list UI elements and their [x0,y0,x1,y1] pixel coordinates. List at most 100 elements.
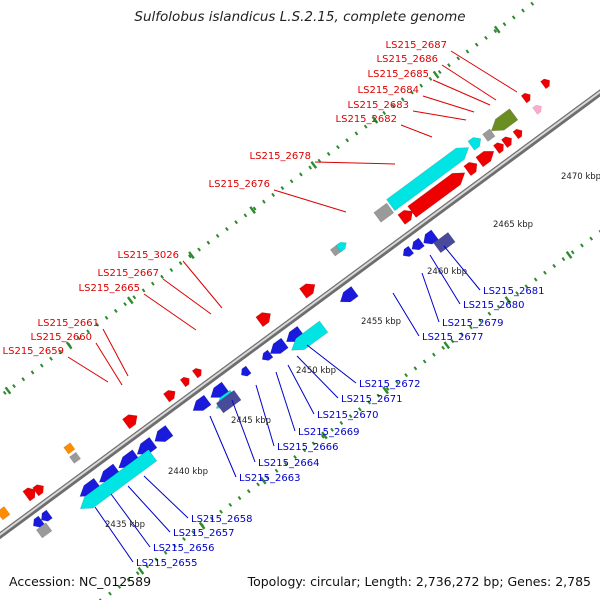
scale-tick [215,233,220,238]
scale-tick [336,145,340,150]
forward-gene-label: LS215_2683 [348,100,409,111]
reverse-gene-label: LS215_2680 [463,300,524,311]
reverse-gene [210,381,230,398]
reverse-gene-label: LS215_2681 [483,286,544,297]
scale-tick [265,475,270,480]
scale-tick [283,461,288,466]
scale-tick [330,427,334,432]
reverse-gene-label: LS215_2669 [298,427,359,438]
forward-gene-label: LS215_2678 [250,151,311,162]
scale-tick [456,56,461,61]
reverse-gene [423,229,439,245]
scale-tick [49,356,53,361]
reverse-navy-gene [433,231,456,254]
scale-tick [135,571,140,576]
reverse-gene [154,424,174,443]
scale-tick [502,22,507,27]
forward-leader-line [432,79,491,106]
reverse-gene-label: LS215_2677 [422,332,483,343]
forward-gene [32,484,44,497]
forward-leader-line [182,260,223,309]
scale-major-tick [137,566,145,575]
reverse-gene-label: LS215_2664 [258,458,319,469]
scale-tick [432,352,436,357]
scale-tick [58,349,63,354]
scale-major-tick [198,521,206,530]
scale-tick [104,315,109,320]
forward-gene-label: LS215_2665 [79,283,140,294]
forward-gene [475,151,495,168]
reverse-leader-line [429,254,461,305]
forward-gene [179,376,190,388]
scale-tick [191,530,196,535]
reverse-gene-label: LS215_2663 [239,473,300,484]
scale-tick [12,384,16,389]
scale-tick [524,284,529,289]
scale-tick [382,110,387,116]
reverse-leader-line [143,475,189,519]
backbone-layer [0,89,600,540]
backbone-highlight [0,90,600,536]
scale-tick [400,97,405,102]
reverse-leader-line [306,344,357,384]
scale-tick [394,379,399,385]
scale-tick [246,489,251,494]
reverse-gene [41,509,53,522]
reverse-gene-label: LS215_2670 [317,410,378,421]
scale-tick [484,35,488,40]
scale-tick [289,179,294,184]
scale-tick [197,247,201,252]
scale-tick [252,206,257,211]
scale-tick [228,502,233,507]
forward-leader-line [67,356,109,383]
forward-gene [540,78,551,90]
scale-tick [363,124,368,129]
forward-gene [407,172,466,218]
labels-layer: 2435 kbp 2440 kbp 2445 kbp 2450 kbp 2455 kbp… [3,40,600,569]
reverse-gene [269,337,289,354]
reverse-gene-label: LS215_2671 [341,394,402,405]
scale-tick [589,236,594,241]
reverse-gene [261,349,274,361]
scale-major-tick [321,431,328,440]
scale-tick [299,172,303,177]
forward-gene [520,92,531,104]
scale-tick [339,420,344,425]
forward-cyan-gene [335,241,347,253]
scale-tick [154,557,159,562]
forward-olive-gene [490,108,519,132]
scale-tick [570,250,575,255]
scale-tick [21,377,26,382]
forward-leader-line [273,189,347,213]
scale-tick [108,591,112,596]
scale-tick [237,496,242,501]
scale-tick [271,192,276,197]
forward-leader-line [400,124,433,138]
forward-gene [500,136,512,149]
scale-tick [474,42,479,47]
scale-tick [478,318,483,323]
scale-tick [302,448,307,453]
scale-tick [580,243,584,248]
genes-label: Genes: [507,574,552,589]
scale-tick [345,138,350,143]
forward-gene [512,128,523,140]
scale-tick [385,386,390,391]
leaders-layer [67,50,518,563]
scale-tick [234,220,238,225]
scale-tick [450,338,455,344]
scale-tick [543,270,547,275]
forward-gene-label: LS215_2659 [3,346,64,357]
forward-gene [397,209,413,225]
reverse-gene [240,365,252,377]
reverse-gene [411,237,425,251]
scale-tick [150,281,155,286]
page-title: Sulfolobus islandicus L.S.2.15, complete… [134,9,466,25]
reverse-leader-line [127,485,171,533]
forward-gene-label: LS215_2687 [386,40,447,51]
scale-major-tick [249,206,256,214]
scale-major-tick [65,341,73,350]
scale-tick [404,373,408,378]
scale-tick [561,257,566,262]
